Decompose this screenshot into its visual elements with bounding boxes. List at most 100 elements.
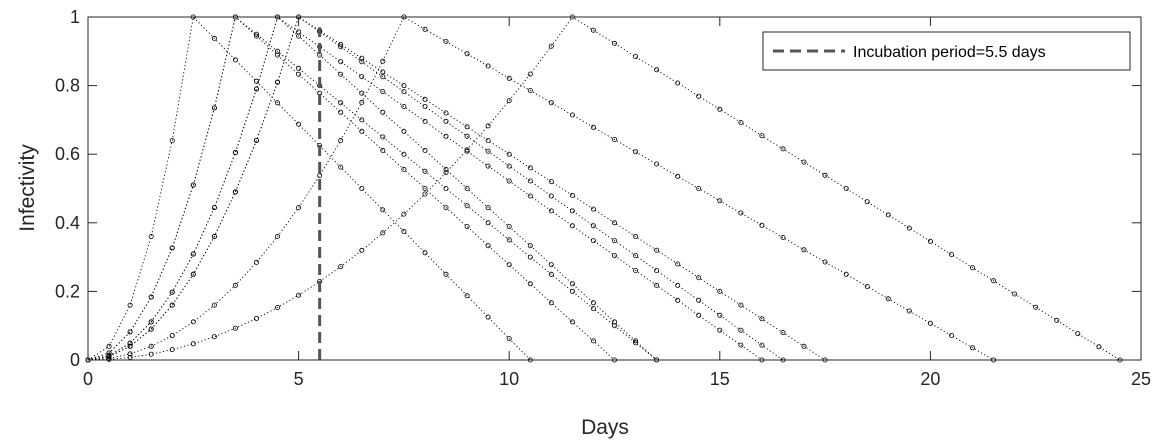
data-point xyxy=(485,148,491,154)
data-point xyxy=(675,261,681,267)
data-point xyxy=(612,238,618,244)
data-point xyxy=(422,147,428,153)
data-point xyxy=(274,79,280,85)
data-point xyxy=(906,308,912,314)
data-point xyxy=(527,193,533,199)
data-point xyxy=(738,342,744,348)
series-line xyxy=(87,16,1121,361)
data-point xyxy=(527,254,533,260)
data-point xyxy=(338,41,344,47)
data-point xyxy=(274,48,280,54)
data-point xyxy=(759,342,765,348)
data-point xyxy=(359,55,365,61)
data-point xyxy=(927,320,933,326)
data-point xyxy=(485,243,491,249)
data-point xyxy=(422,250,428,256)
data-point xyxy=(822,259,828,265)
data-point xyxy=(970,265,976,271)
series-line xyxy=(87,16,657,361)
x-tick-label: 15 xyxy=(710,369,730,389)
data-point xyxy=(569,288,575,294)
data-point xyxy=(506,178,512,184)
data-point xyxy=(169,302,175,308)
data-point xyxy=(717,312,723,318)
data-point xyxy=(127,340,133,346)
data-point xyxy=(527,88,533,94)
data-point xyxy=(843,271,849,277)
data-point xyxy=(885,296,891,302)
data-point xyxy=(401,128,407,134)
data-point xyxy=(738,327,744,333)
data-point xyxy=(527,178,533,184)
data-point xyxy=(548,193,554,199)
data-point xyxy=(949,332,955,338)
data-point xyxy=(211,334,217,340)
data-point xyxy=(675,282,681,288)
data-point xyxy=(380,109,386,115)
data-point xyxy=(569,112,575,118)
data-point xyxy=(443,166,449,172)
data-point xyxy=(1033,304,1039,310)
data-point xyxy=(696,185,702,191)
data-point xyxy=(401,89,407,95)
data-point xyxy=(359,247,365,253)
data-point xyxy=(696,297,702,303)
data-point xyxy=(443,205,449,211)
data-point xyxy=(443,185,449,191)
data-point xyxy=(590,238,596,244)
data-point xyxy=(148,294,154,300)
data-point xyxy=(232,282,238,288)
data-point xyxy=(359,74,365,80)
data-point xyxy=(506,262,512,268)
data-point xyxy=(590,306,596,312)
data-point xyxy=(717,106,723,112)
data-point xyxy=(169,137,175,143)
data-point xyxy=(106,350,112,356)
series-6 xyxy=(85,14,786,363)
data-point xyxy=(148,319,154,325)
data-point xyxy=(464,224,470,230)
data-point xyxy=(211,233,217,239)
data-point xyxy=(211,302,217,308)
data-point xyxy=(359,128,365,134)
data-point xyxy=(506,237,512,243)
data-point xyxy=(443,170,449,176)
data-point xyxy=(253,31,259,37)
data-point xyxy=(759,222,765,228)
data-point xyxy=(1096,344,1102,350)
data-point xyxy=(970,345,976,351)
data-point xyxy=(317,172,323,178)
data-point xyxy=(675,297,681,303)
data-point xyxy=(211,205,217,211)
x-tick-label: 25 xyxy=(1131,369,1151,389)
data-point xyxy=(569,192,575,198)
data-point xyxy=(590,27,596,33)
data-point xyxy=(548,43,554,49)
data-point xyxy=(422,168,428,174)
data-point xyxy=(738,302,744,308)
data-point xyxy=(274,304,280,310)
series-line xyxy=(87,16,615,361)
data-point xyxy=(401,151,407,157)
data-point xyxy=(127,343,133,349)
data-point xyxy=(338,264,344,270)
data-point xyxy=(148,343,154,349)
data-point xyxy=(106,354,112,360)
data-point xyxy=(211,35,217,41)
data-point xyxy=(612,253,618,259)
data-point xyxy=(464,147,470,153)
data-point xyxy=(253,315,259,321)
series-line xyxy=(87,16,657,361)
data-point xyxy=(548,300,554,306)
data-point xyxy=(822,172,828,178)
data-point xyxy=(485,220,491,226)
data-point xyxy=(190,182,196,188)
data-point xyxy=(148,351,154,357)
data-point xyxy=(612,220,618,226)
data-point xyxy=(443,110,449,116)
data-point xyxy=(443,118,449,124)
data-point xyxy=(464,293,470,299)
data-point xyxy=(422,185,428,191)
data-point xyxy=(569,208,575,214)
data-point xyxy=(1054,317,1060,323)
